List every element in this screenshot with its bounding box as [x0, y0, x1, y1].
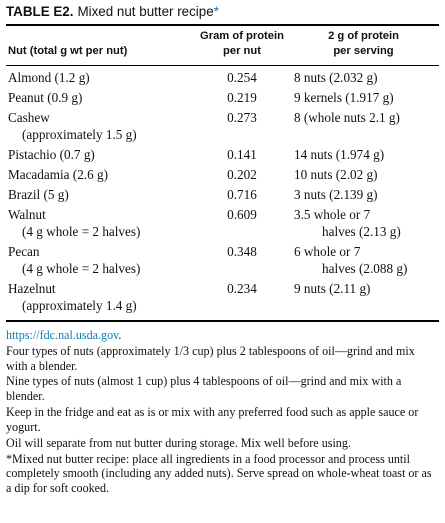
note-line: Nine types of nuts (almost 1 cup) plus 4… [6, 374, 402, 404]
table-row: Cashew (approximately 1.5 g) 0.273 8 (wh… [6, 108, 439, 145]
nut-cell: Macadamia (2.6 g) [8, 167, 108, 182]
protein-cell: 0.234 [227, 281, 257, 296]
serving-cell: 10 nuts (2.02 g) [294, 167, 378, 182]
nut-name: Cashew [8, 110, 50, 125]
protein-cell: 0.609 [227, 207, 257, 222]
serving-line: 3.5 whole or 7 [294, 207, 371, 222]
serving-line: 6 whole or 7 [294, 244, 361, 259]
table-row: Peanut (0.9 g) 0.219 9 kernels (1.917 g) [6, 88, 439, 108]
note-line: Four types of nuts (approximately 1/3 cu… [6, 343, 415, 373]
nut-weight: (4 g whole = 2 halves) [22, 261, 141, 276]
protein-cell: 0.254 [227, 70, 257, 85]
protein-cell: 0.219 [227, 90, 257, 105]
nut-cell: Pistachio (0.7 g) [8, 147, 95, 162]
protein-cell: 0.348 [227, 244, 257, 259]
table-notes: https://fdc.nal.usda.gov. Four types of … [6, 328, 439, 496]
nut-name: Hazelnut [8, 281, 56, 296]
table-title: Mixed nut butter recipe [77, 4, 214, 19]
table-row: Walnut (4 g whole = 2 halves) 0.609 3.5 … [6, 205, 439, 242]
table-figure: TABLE E2. Mixed nut butter recipe* Nut (t… [6, 0, 439, 497]
table-row: Brazil (5 g) 0.716 3 nuts (2.139 g) [6, 185, 439, 205]
serving-cell: 8 nuts (2.032 g) [294, 70, 378, 85]
nut-cell: Pecan (4 g whole = 2 halves) [6, 242, 196, 279]
note-line: Oil will separate from nut butter during… [6, 435, 351, 450]
nut-cell: Almond (1.2 g) [8, 70, 90, 85]
header-rule [6, 65, 439, 66]
nut-cell: Cashew (approximately 1.5 g) [6, 108, 196, 145]
col-header-protein-line1: Gram of protein [200, 30, 284, 42]
nut-cell: Hazelnut (approximately 1.4 g) [6, 279, 196, 316]
serving-cell: 9 nuts (2.11 g) [294, 281, 371, 296]
header-row: Nut (total g wt per nut) Gram of protein… [6, 26, 439, 65]
top-rule [6, 24, 439, 26]
nut-cell: Walnut (4 g whole = 2 halves) [6, 205, 196, 242]
serving-line: halves (2.13 g) [322, 224, 401, 239]
protein-cell: 0.202 [227, 167, 257, 182]
nut-cell: Brazil (5 g) [8, 187, 69, 202]
col-header-nut: Nut (total g wt per nut) [8, 45, 128, 57]
note-line: Keep in the fridge and eat as is or mix … [6, 405, 419, 434]
table-row: Almond (1.2 g) 0.254 8 nuts (2.032 g) [6, 68, 439, 88]
nut-name: Pecan [8, 244, 40, 259]
nut-weight: (approximately 1.4 g) [22, 298, 137, 313]
serving-cell: 3.5 whole or 7 halves (2.13 g) [288, 205, 439, 242]
serving-cell: 6 whole or 7 halves (2.088 g) [288, 242, 439, 279]
serving-cell: 9 kernels (1.917 g) [294, 90, 394, 105]
table-row: Pecan (4 g whole = 2 halves) 0.348 6 who… [6, 242, 439, 279]
footnote: *Mixed nut butter recipe: place all ingr… [6, 451, 432, 495]
table-label: TABLE E2. [6, 4, 74, 19]
nut-cell: Peanut (0.9 g) [8, 90, 83, 105]
source-suffix: . [118, 328, 122, 342]
col-header-protein-line2: per nut [223, 45, 261, 57]
protein-cell: 0.273 [227, 110, 257, 125]
source-note: https://fdc.nal.usda.gov. [6, 328, 439, 343]
col-header-serving-line1: 2 g of protein [328, 30, 399, 42]
serving-cell: 3 nuts (2.139 g) [294, 187, 378, 202]
nut-table: Nut (total g wt per nut) Gram of protein… [6, 26, 439, 316]
source-link[interactable]: https://fdc.nal.usda.gov [6, 328, 119, 342]
nut-weight: (approximately 1.5 g) [22, 127, 137, 142]
serving-cell: 8 (whole nuts 2.1 g) [294, 110, 400, 125]
table-row: Hazelnut (approximately 1.4 g) 0.234 9 n… [6, 279, 439, 316]
serving-line: halves (2.088 g) [322, 261, 408, 276]
serving-cell: 14 nuts (1.974 g) [294, 147, 385, 162]
bottom-rule [6, 320, 439, 322]
protein-cell: 0.141 [227, 147, 257, 162]
col-header-protein: Gram of protein per nut [196, 26, 288, 65]
nut-weight: (4 g whole = 2 halves) [22, 224, 141, 239]
table-row: Macadamia (2.6 g) 0.202 10 nuts (2.02 g) [6, 165, 439, 185]
col-header-serving-line2: per serving [333, 45, 394, 57]
protein-cell: 0.716 [227, 187, 257, 202]
table-row: Pistachio (0.7 g) 0.141 14 nuts (1.974 g… [6, 145, 439, 165]
nut-name: Walnut [8, 207, 46, 222]
title-footnote-marker: * [213, 4, 219, 19]
col-header-serving: 2 g of protein per serving [288, 26, 439, 65]
table-caption: TABLE E2. Mixed nut butter recipe* [6, 3, 439, 20]
